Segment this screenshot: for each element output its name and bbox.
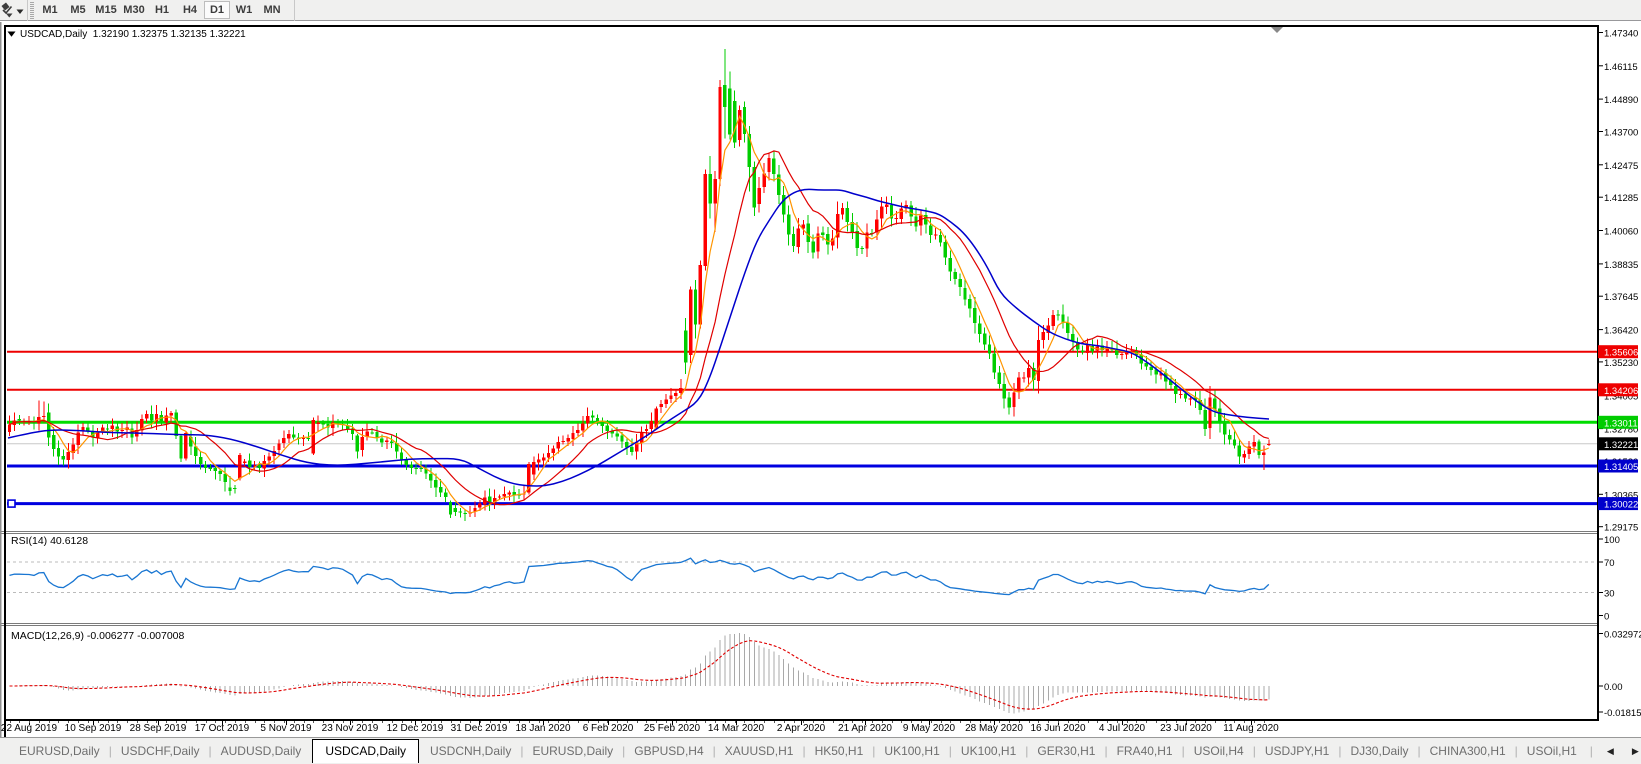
svg-text:9 May 2020: 9 May 2020	[903, 723, 956, 734]
svg-text:28 Sep 2019: 28 Sep 2019	[130, 723, 187, 734]
svg-text:RSI(14) 40.6128: RSI(14) 40.6128	[11, 535, 88, 547]
svg-text:1.46115: 1.46115	[1604, 62, 1638, 73]
svg-text:0.032972: 0.032972	[1604, 630, 1641, 641]
svg-text:28 May 2020: 28 May 2020	[965, 723, 1023, 734]
svg-text:1.41285: 1.41285	[1604, 193, 1638, 204]
svg-text:2 Apr 2020: 2 Apr 2020	[777, 723, 826, 734]
svg-text:1.33011: 1.33011	[1604, 418, 1638, 429]
svg-text:6 Feb 2020: 6 Feb 2020	[583, 723, 634, 734]
svg-text:5 Nov 2019: 5 Nov 2019	[260, 723, 312, 734]
svg-text:MACD(12,26,9) -0.006277 -0.007: MACD(12,26,9) -0.006277 -0.007008	[11, 630, 185, 642]
svg-text:1.36420: 1.36420	[1604, 326, 1638, 337]
svg-text:10 Sep 2019: 10 Sep 2019	[65, 723, 122, 734]
svg-text:0: 0	[1604, 612, 1609, 623]
svg-text:1.30022: 1.30022	[1604, 500, 1638, 511]
svg-text:1.35606: 1.35606	[1604, 348, 1638, 359]
svg-text:100: 100	[1604, 535, 1620, 546]
svg-text:1.44890: 1.44890	[1604, 95, 1638, 106]
svg-text:1.43700: 1.43700	[1604, 128, 1638, 139]
svg-text:0.00: 0.00	[1604, 682, 1623, 693]
svg-text:1.29175: 1.29175	[1604, 523, 1638, 534]
svg-text:1.32221: 1.32221	[1604, 440, 1638, 451]
svg-text:23 Nov 2019: 23 Nov 2019	[322, 723, 379, 734]
svg-text:4 Jul 2020: 4 Jul 2020	[1099, 723, 1146, 734]
svg-text:12 Dec 2019: 12 Dec 2019	[387, 723, 444, 734]
svg-text:1.47340: 1.47340	[1604, 29, 1638, 40]
svg-text:USDCAD,Daily 1.32190 1.32375: USDCAD,Daily 1.32190 1.32375 1.32135 1.3…	[20, 29, 246, 40]
svg-text:1.38835: 1.38835	[1604, 260, 1638, 271]
svg-text:11 Aug 2020: 11 Aug 2020	[1223, 723, 1279, 734]
svg-text:1.40060: 1.40060	[1604, 227, 1638, 238]
svg-text:1.42475: 1.42475	[1604, 161, 1638, 172]
svg-text:1.30365: 1.30365	[1604, 490, 1638, 501]
svg-text:14 Mar 2020: 14 Mar 2020	[708, 723, 765, 734]
svg-text:1.32780: 1.32780	[1604, 425, 1638, 436]
svg-text:1.35230: 1.35230	[1604, 358, 1638, 369]
svg-text:25 Feb 2020: 25 Feb 2020	[644, 723, 701, 734]
svg-text:18 Jan 2020: 18 Jan 2020	[515, 723, 570, 734]
svg-text:1.34206: 1.34206	[1604, 386, 1638, 397]
svg-text:31 Dec 2019: 31 Dec 2019	[451, 723, 508, 734]
svg-text:21 Apr 2020: 21 Apr 2020	[838, 723, 892, 734]
svg-text:17 Oct 2019: 17 Oct 2019	[195, 723, 250, 734]
svg-text:23 Jul 2020: 23 Jul 2020	[1160, 723, 1212, 734]
svg-text:22 Aug 2019: 22 Aug 2019	[1, 723, 58, 734]
svg-text:16 Jun 2020: 16 Jun 2020	[1030, 723, 1085, 734]
svg-text:1.37645: 1.37645	[1604, 292, 1638, 303]
svg-text:70: 70	[1604, 558, 1615, 569]
svg-text:-0.018154: -0.018154	[1604, 708, 1641, 719]
svg-text:1.34005: 1.34005	[1604, 391, 1638, 402]
svg-text:1.31405: 1.31405	[1604, 462, 1638, 473]
svg-text:30: 30	[1604, 589, 1615, 600]
